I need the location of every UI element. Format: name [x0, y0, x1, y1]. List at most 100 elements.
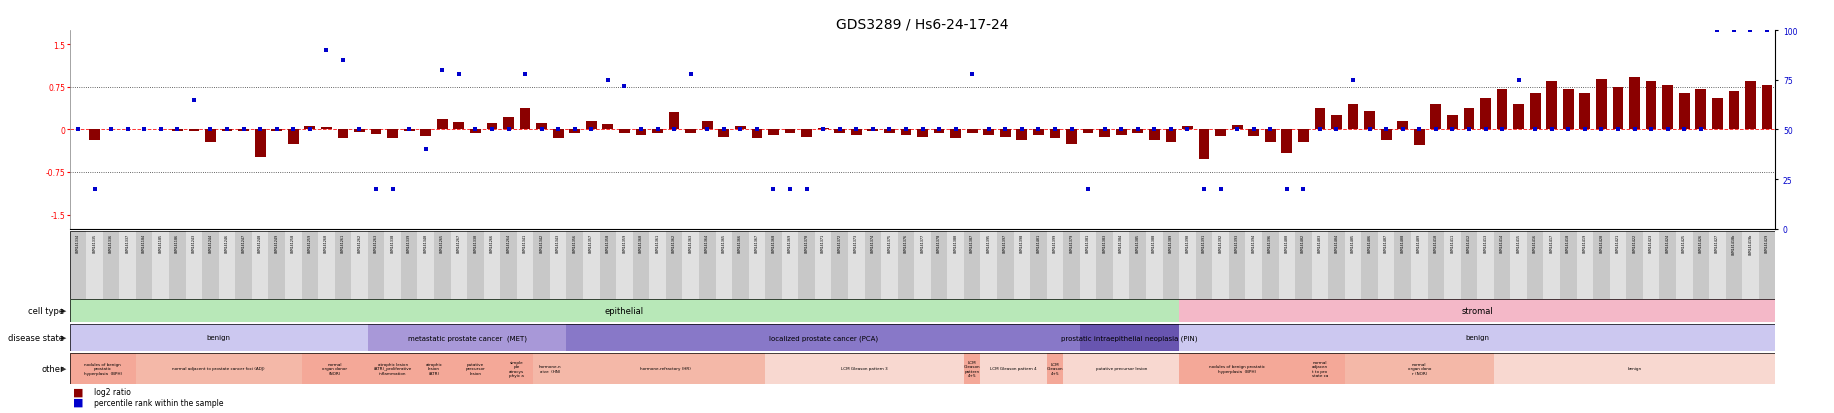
- Bar: [1530, 93, 1541, 130]
- Bar: [880, 231, 897, 299]
- Point: [477, 127, 506, 133]
- Bar: [1097, 231, 1113, 299]
- Text: simple
ple
atrocys
phyic a: simple ple atrocys phyic a: [510, 360, 525, 377]
- Bar: [1278, 231, 1295, 299]
- Bar: [534, 231, 550, 299]
- Text: normal
organ dono
r (NOR): normal organ dono r (NOR): [1409, 362, 1431, 375]
- Text: GSM141362: GSM141362: [671, 233, 677, 252]
- Text: GSM141400: GSM141400: [1286, 233, 1289, 252]
- Text: GSM141262: GSM141262: [358, 233, 361, 252]
- Text: GSM141266: GSM141266: [490, 233, 493, 252]
- Bar: [1262, 231, 1278, 299]
- Bar: [1163, 231, 1179, 299]
- Text: GSM141423: GSM141423: [1649, 233, 1652, 252]
- Text: benign: benign: [207, 335, 231, 341]
- Bar: [418, 231, 435, 299]
- Bar: [1676, 231, 1693, 299]
- Bar: [699, 231, 715, 299]
- Bar: [1513, 104, 1524, 130]
- Bar: [536, 123, 547, 130]
- Point: [1636, 127, 1665, 133]
- Bar: [633, 231, 649, 299]
- Bar: [864, 231, 880, 299]
- Text: GSM141261: GSM141261: [341, 233, 345, 252]
- Text: GSM141246: GSM141246: [226, 233, 229, 252]
- Bar: [831, 231, 847, 299]
- Text: GSM141372: GSM141372: [838, 233, 842, 252]
- Text: GSM141342: GSM141342: [539, 233, 543, 252]
- Point: [295, 127, 325, 133]
- Text: GSM141397: GSM141397: [1003, 233, 1007, 252]
- Bar: [1132, 130, 1143, 133]
- Text: GSM141335: GSM141335: [92, 233, 97, 252]
- Bar: [1709, 231, 1726, 299]
- Text: GSM141394: GSM141394: [1251, 233, 1256, 252]
- Point: [1372, 127, 1401, 133]
- Text: normal
organ donor
(NOR): normal organ donor (NOR): [323, 362, 347, 375]
- Text: GSM141413: GSM141413: [1484, 233, 1487, 252]
- Point: [1586, 127, 1616, 133]
- Text: GSM141258: GSM141258: [292, 233, 295, 252]
- Text: GSM141417: GSM141417: [1550, 233, 1553, 252]
- Text: GSM141184: GSM141184: [143, 233, 147, 252]
- Bar: [981, 353, 1047, 384]
- Bar: [288, 130, 299, 144]
- Text: GSM141358: GSM141358: [605, 233, 611, 252]
- Bar: [768, 130, 779, 135]
- Bar: [1183, 127, 1192, 130]
- Bar: [1645, 82, 1656, 130]
- Text: GSM141427: GSM141427: [1715, 233, 1718, 252]
- Bar: [501, 353, 534, 384]
- Bar: [1179, 231, 1196, 299]
- Point: [974, 127, 1003, 133]
- Bar: [1196, 231, 1212, 299]
- Bar: [136, 353, 301, 384]
- Point: [1339, 77, 1368, 84]
- Text: GSM141330: GSM141330: [473, 233, 477, 252]
- Bar: [1115, 130, 1126, 135]
- Bar: [1099, 130, 1110, 138]
- Point: [1405, 127, 1434, 133]
- Text: GSM141365: GSM141365: [723, 233, 726, 252]
- Point: [1322, 127, 1352, 133]
- Point: [279, 127, 308, 133]
- Bar: [136, 231, 152, 299]
- Bar: [897, 231, 913, 299]
- Point: [180, 97, 209, 104]
- Point: [460, 127, 490, 133]
- Text: LCM Gleason pattern 3: LCM Gleason pattern 3: [842, 367, 888, 370]
- Text: LCM
Gleason
4+5: LCM Gleason 4+5: [1047, 362, 1064, 375]
- Bar: [470, 130, 481, 133]
- Bar: [1662, 86, 1673, 130]
- Text: LCM
Gleason
pattern
4+5: LCM Gleason pattern 4+5: [965, 360, 981, 377]
- Bar: [719, 130, 730, 138]
- Bar: [1443, 231, 1460, 299]
- Bar: [369, 231, 385, 299]
- Point: [1735, 28, 1764, 34]
- Bar: [965, 231, 981, 299]
- Bar: [1031, 231, 1047, 299]
- Bar: [337, 130, 348, 139]
- Bar: [238, 130, 249, 131]
- Bar: [1166, 130, 1176, 142]
- Bar: [1610, 231, 1627, 299]
- Point: [147, 127, 176, 133]
- Text: epithelial: epithelial: [605, 306, 644, 315]
- Bar: [119, 231, 136, 299]
- Bar: [913, 231, 932, 299]
- Text: nodules of benign prostatic
hyperplasia  (BPH): nodules of benign prostatic hyperplasia …: [1209, 364, 1265, 373]
- Bar: [1249, 130, 1260, 137]
- Bar: [649, 231, 666, 299]
- Point: [1073, 186, 1102, 193]
- Point: [543, 127, 572, 133]
- Text: GSM141359: GSM141359: [622, 233, 627, 252]
- Point: [660, 127, 690, 133]
- Point: [627, 127, 657, 133]
- Text: GSM141264: GSM141264: [506, 233, 510, 252]
- Bar: [271, 130, 282, 131]
- Bar: [436, 120, 447, 130]
- Bar: [1047, 231, 1064, 299]
- Bar: [268, 231, 284, 299]
- Text: GSM141419b: GSM141419b: [1748, 233, 1753, 254]
- Bar: [451, 231, 468, 299]
